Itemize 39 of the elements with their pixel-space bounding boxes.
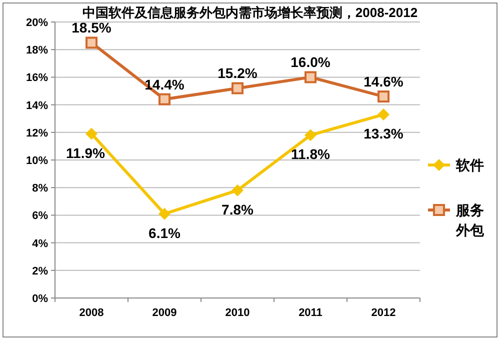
y-tick-label: 6%	[32, 210, 48, 222]
y-tick-label: 12%	[26, 127, 48, 140]
point	[86, 36, 98, 49]
data-label: 14.4%	[144, 76, 185, 92]
y-tick-label: 8%	[32, 182, 48, 195]
y-tick-label: 0%	[32, 293, 48, 305]
x-tick-label: 2009	[152, 307, 177, 319]
point	[378, 90, 390, 103]
data-label: 6.1%	[148, 224, 181, 241]
x-tick-label: 2010	[225, 307, 250, 319]
point	[158, 93, 170, 106]
data-label: 11.9%	[66, 144, 106, 161]
point	[158, 208, 170, 220]
point	[232, 82, 244, 94]
y-tick-label: 10%	[26, 155, 48, 167]
y-tick-label: 14%	[26, 100, 48, 112]
data-label: 15.2%	[218, 65, 258, 82]
y-tick-label: 2%	[32, 265, 48, 278]
data-label: 16.0%	[290, 54, 331, 70]
chart-title: 中国软件及信息服务外包内需市场增长率预测，2008-2012	[82, 5, 418, 20]
point	[232, 184, 244, 196]
y-tick-label: 16%	[26, 72, 48, 84]
y-tick-label: 4%	[32, 238, 48, 250]
data-label: 18.5%	[72, 20, 112, 36]
y-tick-label: 18%	[26, 44, 48, 57]
x-tick-label: 2011	[298, 307, 322, 319]
x-tick-label: 2008	[79, 307, 104, 319]
data-label: 14.6%	[364, 74, 404, 90]
data-label: 11.8%	[291, 146, 331, 162]
point	[86, 128, 98, 140]
legend-label: 服务外包	[455, 202, 485, 238]
data-label: 7.8%	[222, 201, 254, 218]
legend-label: 软件	[455, 157, 484, 173]
y-tick-label: 20%	[26, 17, 48, 29]
x-tick-label: 2012	[371, 307, 396, 319]
point	[378, 108, 390, 120]
point	[304, 129, 316, 142]
point	[304, 71, 316, 84]
data-label: 13.3%	[364, 125, 404, 142]
